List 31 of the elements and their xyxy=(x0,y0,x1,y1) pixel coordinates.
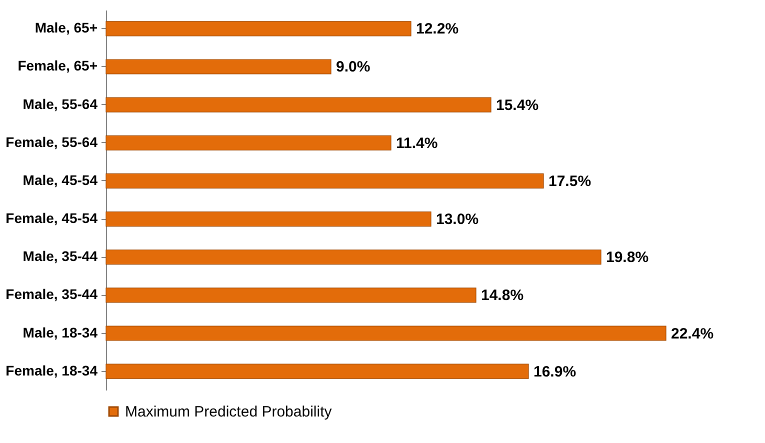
y-tick-label: Female, 55-64 xyxy=(6,134,98,150)
bar xyxy=(106,97,492,112)
bar xyxy=(106,326,666,341)
bar xyxy=(106,212,432,227)
data-label: 9.0% xyxy=(336,58,370,76)
bar xyxy=(106,364,529,379)
y-tick-label: Male, 65+ xyxy=(34,20,98,36)
data-label: 15.4% xyxy=(496,96,539,114)
bar xyxy=(106,21,412,36)
y-tick-label: Female, 65+ xyxy=(18,58,98,74)
data-label: 13.0% xyxy=(436,211,479,228)
y-tick-label: Female, 35-44 xyxy=(6,286,98,302)
data-label: 12.2% xyxy=(416,20,459,38)
legend-label: Maximum Predicted Probability xyxy=(125,404,332,420)
y-tick-label: Male, 55-64 xyxy=(22,96,98,112)
data-label: 16.9% xyxy=(534,363,576,380)
data-label: 22.4% xyxy=(671,325,714,342)
bar xyxy=(106,288,476,303)
y-tick-label: Male, 45-54 xyxy=(22,172,98,188)
y-tick-label: Male, 18-34 xyxy=(22,324,98,340)
data-label: 11.4% xyxy=(396,134,438,152)
data-label: 19.8% xyxy=(606,249,649,266)
y-tick-label: Female, 45-54 xyxy=(6,210,98,226)
y-tick-label: Male, 35-44 xyxy=(22,248,98,264)
bar xyxy=(106,135,392,150)
bar xyxy=(106,173,544,188)
data-label: 17.5% xyxy=(548,172,592,190)
y-tick-label: Female, 18-34 xyxy=(6,362,98,378)
data-label: 14.8% xyxy=(481,287,524,304)
bar xyxy=(106,59,332,74)
bar xyxy=(106,250,602,265)
